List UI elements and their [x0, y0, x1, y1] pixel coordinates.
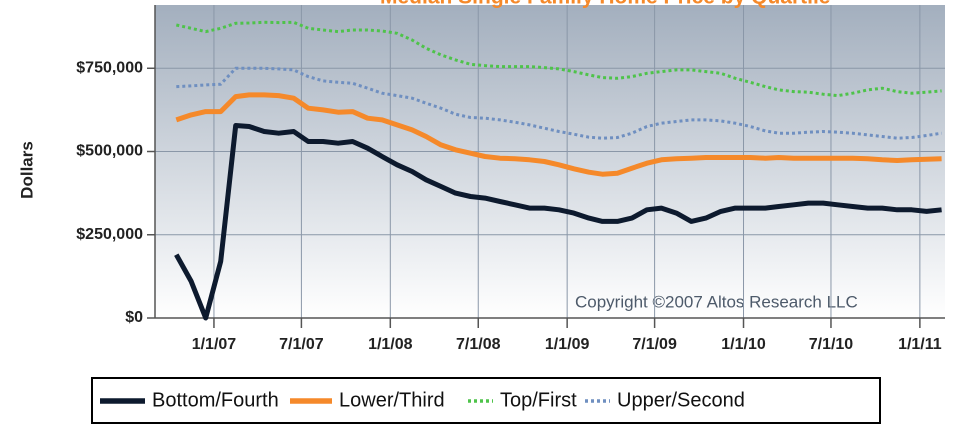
legend-label: Lower/Third	[339, 389, 445, 411]
x-tick-label: 1/1/10	[721, 336, 766, 353]
series-line	[175, 92, 942, 177]
x-tick-label: 7/1/10	[809, 336, 854, 353]
x-tick-label: 7/1/08	[456, 336, 501, 353]
y-tick-label: $250,000	[76, 226, 143, 243]
y-axis-label: Dollars	[17, 141, 36, 199]
x-tick-label: 1/1/08	[368, 336, 413, 353]
y-tick-label: $750,000	[76, 59, 143, 76]
y-tick-label: $0	[125, 309, 143, 326]
series-line	[176, 66, 942, 140]
legend-label: Bottom/Fourth	[152, 389, 279, 411]
copyright: Copyright ©2007 Altos Research LLC	[575, 292, 858, 311]
series-line	[175, 20, 942, 98]
y-tick-label: $500,000	[76, 143, 143, 160]
legend-label: Top/First	[500, 389, 577, 411]
x-tick-label: 1/1/07	[192, 336, 237, 353]
x-tick-label: 1/1/09	[545, 336, 590, 353]
x-tick-label: 7/1/07	[279, 336, 324, 353]
series-line	[174, 123, 942, 321]
x-tick-label: 7/1/09	[632, 336, 677, 353]
chart-title: Median Single Family Home Price by Quart…	[380, 0, 830, 9]
legend-label: Upper/Second	[617, 389, 745, 411]
x-tick-label: 1/1/11	[898, 336, 942, 353]
